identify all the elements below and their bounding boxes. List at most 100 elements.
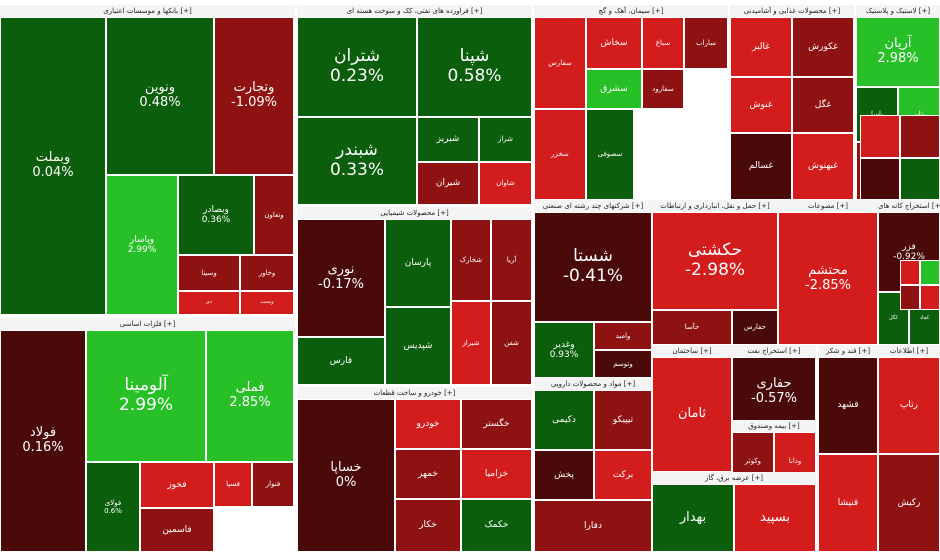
- tile-vpost[interactable]: وپست: [240, 291, 294, 315]
- tile-shakhark[interactable]: شخارک: [451, 219, 491, 301]
- tile-dpakhsh[interactable]: پخش: [534, 450, 594, 500]
- sector-banks: بانکها و موسسات اعتباری [+] وبملت 0.04% ونو…: [0, 5, 295, 315]
- tile-shepna[interactable]: شپنا 0.58%: [417, 17, 532, 117]
- tile-symbol: سفارس: [548, 58, 572, 67]
- tile-symbol: وپست: [260, 299, 274, 306]
- tile-fars[interactable]: فارس: [297, 337, 385, 385]
- tile-khodro[interactable]: خودرو: [395, 399, 461, 449]
- tile-ghegol[interactable]: غگل: [792, 77, 854, 133]
- tile-change: 0.33%: [329, 160, 384, 180]
- tile-khemehr[interactable]: خمهر: [395, 449, 461, 499]
- tile-sefars[interactable]: سفارس: [534, 17, 586, 109]
- tile-hafari[interactable]: حفاری -0.57%: [732, 357, 816, 427]
- tile-shiraz[interactable]: شیراز: [451, 301, 491, 385]
- tile-khgostar[interactable]: خگستر: [461, 399, 532, 449]
- sector-cement: سیمان، آهک و گچ [+] سفارس سخاش سباغ ساراب سشر…: [534, 5, 728, 200]
- tile-khezamia[interactable]: خزامیا: [461, 449, 532, 499]
- tile-sekhaz[interactable]: سخاش: [586, 17, 642, 69]
- small-tile: [860, 157, 900, 200]
- tile-ghanoosh[interactable]: غنوش: [730, 77, 792, 133]
- tile-change: -2.98%: [684, 260, 746, 280]
- tile-vpasar[interactable]: وپاسار 2.99%: [106, 175, 178, 315]
- tile-ghshahd[interactable]: قشهد: [818, 357, 878, 454]
- tile-shebriz[interactable]: شبریز: [417, 117, 479, 162]
- tile-kachad[interactable]: ثامان: [652, 357, 732, 472]
- tile-khesapa[interactable]: خساپا 0%: [297, 399, 395, 552]
- tile-vbmellat[interactable]: وبملت 0.04%: [0, 17, 106, 315]
- tile-vghadir[interactable]: وغدیر 0.93%: [534, 322, 594, 378]
- tile-symbol: وبصادر: [203, 204, 229, 215]
- tile-sefarood[interactable]: سفارود: [642, 69, 684, 109]
- tile-vkhavar[interactable]: وخاور: [240, 255, 294, 291]
- tile-haja[interactable]: حآسا: [652, 310, 732, 345]
- tile-ghalar[interactable]: غالبر: [730, 17, 792, 77]
- sector-transport: حمل و نقل، انبارداری و ارتباطات [+] حکشتی…: [652, 200, 778, 345]
- tile-dtaha[interactable]: تیپیکو: [594, 390, 652, 450]
- tile-vtaat[interactable]: وتعاون: [254, 175, 294, 255]
- tile-vbsader[interactable]: وبصادر 0.36%: [178, 175, 254, 255]
- tile-vtejarat[interactable]: وتجارت -1.09%: [214, 17, 294, 175]
- tile-symbol: فخوز: [167, 479, 187, 490]
- tile-symbol: دی: [205, 299, 213, 306]
- tile-hkeshti[interactable]: حکشتی -2.98%: [652, 212, 778, 310]
- sector-telecom: اطلاعات [+] رتاپ رکیش: [878, 345, 940, 552]
- tile-change: 0.16%: [22, 440, 64, 455]
- tile-dfara[interactable]: دفارا: [534, 500, 652, 552]
- tile-sartan[interactable]: ساراب: [684, 17, 728, 69]
- tile-fkhooz[interactable]: فخوز: [140, 462, 214, 508]
- tile-ghebehran[interactable]: غبهنوش: [792, 133, 854, 200]
- tile-change: 0.23%: [329, 66, 384, 86]
- tile-symbol: حکشتی: [687, 240, 743, 261]
- tile-aluminium[interactable]: آلومینا 2.99%: [86, 330, 206, 462]
- tile-change: -1.09%: [231, 95, 277, 110]
- tile-fsapa[interactable]: فسپا: [214, 462, 252, 507]
- tile-seshargh[interactable]: سشرق: [586, 69, 642, 109]
- tile-symbol: کگل: [889, 314, 898, 321]
- tile-fnavar[interactable]: فنوار: [252, 462, 294, 507]
- tile-rkish[interactable]: رکیش: [878, 454, 940, 552]
- tile-shetran[interactable]: شتران 0.23%: [297, 17, 417, 117]
- tile-shasta[interactable]: شستا -0.41%: [534, 212, 652, 322]
- tile-vsina[interactable]: وسینا: [178, 255, 240, 291]
- tile-mohtasham[interactable]: محتشم -2.85%: [778, 212, 878, 345]
- tile-dekeymi[interactable]: دکیمی: [534, 390, 594, 450]
- tile-bsepid[interactable]: بسپید: [734, 484, 816, 552]
- tile-noori[interactable]: نوری -0.17%: [297, 219, 385, 337]
- tile-symbol: شفن: [504, 338, 519, 347]
- tile-symbol: خمهر: [418, 468, 438, 479]
- tile-symbol: خکمک: [484, 520, 509, 531]
- tile-dbarakat[interactable]: برکت: [594, 450, 652, 500]
- tile-sodd[interactable]: سصوفی: [586, 109, 634, 200]
- tile-shavan[interactable]: شاوان: [479, 162, 532, 205]
- tile-hefaran[interactable]: حفارس: [732, 310, 778, 345]
- tile-symbol: برکت: [612, 469, 634, 480]
- tile-khekamak[interactable]: خکمک: [461, 499, 532, 552]
- tile-shebandar[interactable]: شبندر 0.33%: [297, 117, 417, 205]
- tile-symbol: فسپا: [226, 480, 240, 489]
- tile-vdey[interactable]: دی: [178, 291, 240, 315]
- tile-aria[interactable]: آریا: [491, 219, 532, 301]
- tile-ghakoorosh[interactable]: غکورش: [792, 17, 854, 77]
- tile-shafan[interactable]: شفن: [491, 301, 532, 385]
- tile-bahdar[interactable]: بهدار: [652, 484, 734, 552]
- tile-sekhazar[interactable]: سخزر: [534, 109, 586, 200]
- tile-change: 0%: [335, 474, 357, 490]
- tile-vamid[interactable]: وامید: [594, 322, 652, 350]
- tile-ghenisha[interactable]: قنیشا: [818, 454, 878, 552]
- tile-ravan[interactable]: رتاپ: [878, 357, 940, 454]
- tile-fameli[interactable]: فملی 2.85%: [206, 330, 294, 462]
- tile-fasmin[interactable]: فاسمین: [140, 508, 214, 552]
- tile-parian[interactable]: آریان 2.98%: [856, 17, 940, 87]
- tile-foulay[interactable]: فولای 0.6%: [86, 462, 140, 552]
- tile-khekar[interactable]: خکار: [395, 499, 461, 552]
- tile-shraz[interactable]: شراز: [479, 117, 532, 162]
- tile-shepdis[interactable]: شپدیس: [385, 307, 451, 385]
- tile-shiran[interactable]: شیران: [417, 162, 479, 205]
- tile-parsan[interactable]: پارسان: [385, 219, 451, 307]
- tile-ghesalem[interactable]: غسالم: [730, 133, 792, 200]
- tile-sebagh[interactable]: سباغ: [642, 17, 684, 69]
- tile-foolad[interactable]: فولاد 0.16%: [0, 330, 86, 552]
- tile-symbol: دکیمی: [552, 414, 576, 425]
- tile-vnovin[interactable]: ونوین 0.48%: [106, 17, 214, 175]
- tile-vtoos[interactable]: وتوسم: [594, 350, 652, 378]
